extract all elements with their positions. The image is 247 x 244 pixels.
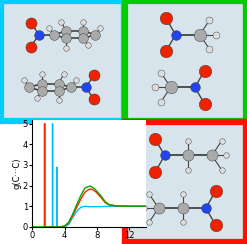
Y-axis label: g(C···C): g(C···C) [12,157,21,189]
